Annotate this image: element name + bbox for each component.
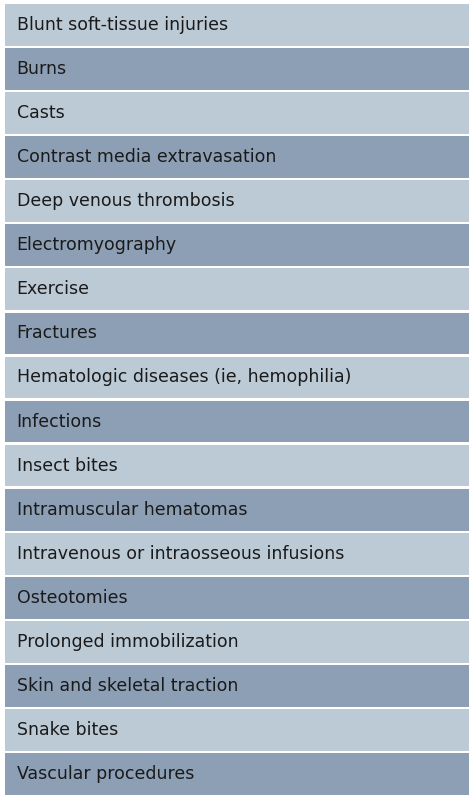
Text: Blunt soft-tissue injuries: Blunt soft-tissue injuries: [17, 16, 228, 34]
Bar: [5, 312, 469, 354]
Text: Deep venous thrombosis: Deep venous thrombosis: [17, 192, 234, 210]
Text: Hematologic diseases (ie, hemophilia): Hematologic diseases (ie, hemophilia): [17, 368, 351, 387]
Bar: [5, 136, 469, 178]
Bar: [5, 225, 469, 266]
Text: Fractures: Fractures: [17, 324, 98, 343]
Text: Insect bites: Insect bites: [17, 456, 118, 475]
Text: Snake bites: Snake bites: [17, 721, 118, 739]
Text: Prolonged immobilization: Prolonged immobilization: [17, 633, 238, 651]
Bar: [5, 401, 469, 443]
Text: Intramuscular hematomas: Intramuscular hematomas: [17, 501, 247, 519]
Text: Infections: Infections: [17, 412, 102, 431]
Text: Electromyography: Electromyography: [17, 237, 177, 254]
Text: Contrast media extravasation: Contrast media extravasation: [17, 148, 276, 166]
Text: Exercise: Exercise: [17, 280, 90, 298]
Bar: [5, 4, 469, 46]
Text: Casts: Casts: [17, 104, 64, 122]
Bar: [5, 181, 469, 222]
Bar: [5, 92, 469, 133]
Bar: [5, 710, 469, 751]
Bar: [5, 489, 469, 531]
Bar: [5, 621, 469, 663]
Bar: [5, 577, 469, 618]
Text: Skin and skeletal traction: Skin and skeletal traction: [17, 677, 238, 695]
Text: Osteotomies: Osteotomies: [17, 589, 127, 607]
Bar: [5, 445, 469, 487]
Bar: [5, 268, 469, 310]
Bar: [5, 753, 469, 795]
Text: Vascular procedures: Vascular procedures: [17, 765, 194, 783]
Text: Intravenous or intraosseous infusions: Intravenous or intraosseous infusions: [17, 545, 344, 562]
Bar: [5, 48, 469, 89]
Bar: [5, 533, 469, 574]
Bar: [5, 665, 469, 707]
Text: Burns: Burns: [17, 60, 67, 78]
Bar: [5, 356, 469, 399]
